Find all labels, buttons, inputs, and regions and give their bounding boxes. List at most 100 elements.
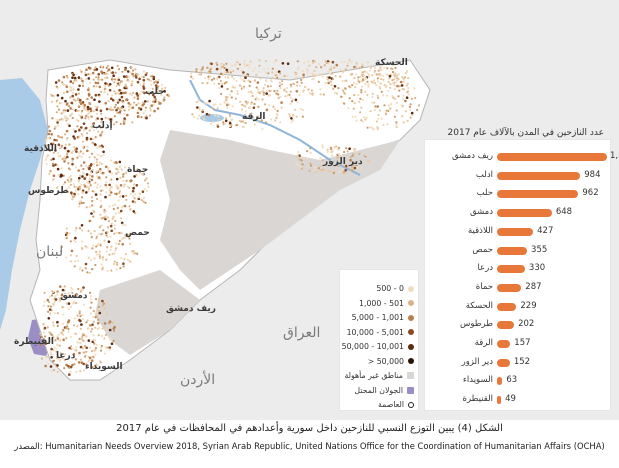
bar-value-label: 157 bbox=[514, 338, 531, 348]
bar-category-label: حماة bbox=[475, 281, 493, 292]
label-daraa: درعا bbox=[56, 351, 76, 361]
label-homs: حمص bbox=[125, 228, 150, 238]
legend-swatch bbox=[407, 386, 414, 394]
bar-category-label: القنيطرة bbox=[462, 394, 494, 405]
legend-label: 10,001 - 50,000 bbox=[341, 342, 404, 351]
bar bbox=[497, 265, 525, 274]
mediterranean-sea bbox=[0, 78, 48, 330]
bar bbox=[497, 302, 517, 311]
bar-chart-title: عدد النازحين في المدن بالآلاف عام 2017 bbox=[447, 128, 604, 138]
bar-value-label: 229 bbox=[520, 300, 537, 311]
bar-category-label: الرقة bbox=[474, 338, 493, 348]
bar-category-label: ريف دمشق bbox=[452, 151, 493, 161]
bar-row: ادلب 984 bbox=[425, 167, 610, 185]
legend-swatch bbox=[408, 285, 414, 292]
legend-swatch bbox=[407, 372, 414, 379]
map-legend: 0 - 500 501 - 1,000 1,001 - 5,000 5,001 - 1… bbox=[339, 269, 419, 411]
uninhabited-area-south bbox=[95, 270, 200, 355]
label-idlib: إدلب bbox=[92, 121, 113, 131]
bar-category-label: الحسكة bbox=[465, 300, 493, 311]
bar-value-label: 287 bbox=[525, 281, 542, 292]
euphrates-river bbox=[189, 79, 361, 176]
displaced-bar-chart: عدد النازحين في المدن بالآلاف عام 2017 ر… bbox=[424, 128, 619, 411]
label-raqqa: الرقة bbox=[242, 112, 266, 122]
bar bbox=[497, 283, 522, 292]
legend-swatch bbox=[408, 314, 414, 321]
bar-value-label: 427 bbox=[537, 225, 554, 236]
label-turkey: تركيا bbox=[255, 26, 282, 42]
legend-item: 0 - 500 bbox=[376, 278, 414, 293]
figure-source: المصدر: Humanitarian Needs Overview 2018… bbox=[14, 441, 605, 451]
bar-value-label: 49 bbox=[505, 394, 516, 405]
bar-row: دمشق 648 bbox=[425, 204, 610, 222]
bar-row: القنيطرة 49 bbox=[425, 391, 610, 409]
bar-row: ريف دمشق 1,300 bbox=[425, 148, 619, 166]
bar bbox=[497, 358, 510, 367]
uninhabited-area-east bbox=[160, 130, 400, 290]
legend-label: 5,001 - 10,000 bbox=[346, 327, 404, 337]
legend-item: 1,001 - 5,000 bbox=[351, 307, 414, 322]
bar-value-label: 648 bbox=[555, 207, 573, 218]
bar bbox=[497, 153, 607, 161]
bar-category-label: طرطوس bbox=[460, 319, 493, 330]
legend-swatch bbox=[408, 401, 414, 408]
label-tartus: طرطوس bbox=[28, 186, 69, 196]
population-dots bbox=[39, 59, 421, 376]
label-sweida: السويداء bbox=[85, 362, 123, 372]
bar bbox=[497, 396, 502, 405]
bar-row: حلب 962 bbox=[425, 185, 610, 203]
sea-coast-south bbox=[0, 300, 6, 330]
bar-row: الحسكة 229 bbox=[425, 298, 610, 316]
label-iraq: العراق bbox=[283, 325, 321, 341]
legend-swatch bbox=[408, 358, 414, 364]
bar-value-label: 152 bbox=[513, 356, 531, 367]
bar-category-label: ادلب bbox=[475, 169, 493, 180]
legend-item: 5,001 - 10,000 bbox=[346, 322, 414, 337]
bar bbox=[497, 209, 552, 218]
legend-swatch bbox=[408, 329, 414, 335]
legend-label: 50,000 < bbox=[367, 356, 404, 366]
bar-value-label: 202 bbox=[518, 319, 535, 330]
bar-category-label: دمشق bbox=[469, 207, 493, 218]
bar-value-label: 355 bbox=[531, 244, 548, 255]
bar-category-label: اللاذقية bbox=[468, 225, 493, 236]
label-hama: حماة bbox=[127, 165, 149, 175]
label-rural-damascus: ريف دمشق bbox=[166, 304, 216, 314]
label-jordan: الأردن bbox=[180, 372, 216, 388]
bar bbox=[497, 321, 515, 330]
bar-value-label: 984 bbox=[584, 169, 601, 180]
legend-item: 501 - 1,000 bbox=[359, 293, 414, 308]
legend-label: 1,001 - 5,000 bbox=[351, 313, 404, 322]
bar bbox=[497, 246, 528, 255]
legend-label: الجولان المحتل bbox=[354, 385, 403, 395]
bar-value-label: 63 bbox=[506, 375, 518, 386]
legend-item: 10,001 - 50,000 bbox=[341, 336, 414, 351]
bar-row: اللاذقية 427 bbox=[425, 223, 610, 241]
bar-row: حماة 287 bbox=[425, 279, 610, 297]
legend-item: مناطق غير مأهولة bbox=[344, 365, 414, 380]
bar-category-label: دير الزور bbox=[461, 356, 493, 367]
legend-label: مناطق غير مأهولة bbox=[344, 371, 403, 380]
bar-category-label: درعا bbox=[477, 263, 493, 274]
bar-row: درعا 330 bbox=[425, 260, 610, 278]
label-quneitra: القنيطرة bbox=[14, 337, 54, 347]
bar bbox=[497, 227, 534, 236]
figure-caption: الشكل (4) يبين التوزع النسبي للنازحين دا… bbox=[116, 423, 503, 434]
bar-row: السويداء 63 bbox=[425, 372, 610, 390]
bar bbox=[497, 190, 579, 199]
bar-category-label: حمص bbox=[472, 244, 493, 255]
legend-label: العاصمة bbox=[378, 400, 404, 409]
bar-row: طرطوس 202 bbox=[425, 316, 610, 334]
bar-value-label: 330 bbox=[528, 263, 546, 274]
legend-label: 0 - 500 bbox=[376, 284, 404, 293]
legend-item: الجولان المحتل bbox=[354, 380, 414, 395]
label-lebanon: لبنان bbox=[36, 244, 64, 260]
label-deir-ezzor: دير الزور bbox=[323, 157, 363, 167]
legend-swatch bbox=[408, 300, 414, 306]
bar-row: الرقة 157 bbox=[425, 335, 610, 353]
bar bbox=[497, 340, 511, 348]
bar-row: دير الزور 152 bbox=[425, 354, 610, 372]
label-hasakah: الحسكة bbox=[375, 58, 408, 68]
legend-item: العاصمة bbox=[378, 394, 414, 409]
bar-value-label: 1,300 bbox=[610, 151, 619, 161]
